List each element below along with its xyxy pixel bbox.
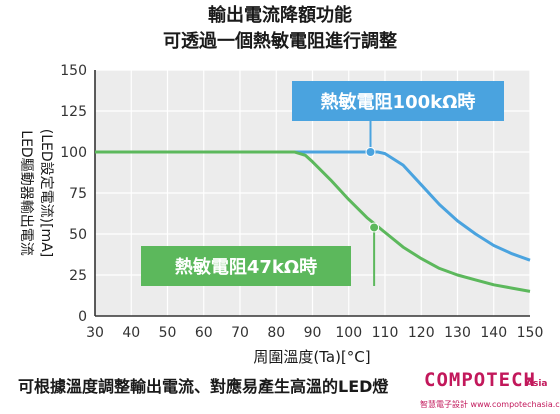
y-tick-label: 75 [69,186,87,202]
x-tick-label: 130 [444,325,471,341]
watermark-url: 智慧電子設計 www.compotechasia.com [420,400,560,409]
y-axis-label-sub: (LED設定電流)[mA] [38,129,54,258]
legend-label-1: 熱敏電阻47kΩ時 [175,256,317,278]
legend-box-1 [141,246,351,286]
bottom-caption: 可根據溫度調整輸出電流、對應易產生高溫的LED燈 [18,377,389,396]
y-tick-label: 100 [60,145,87,161]
y-tick-label: 0 [78,309,87,325]
x-tick-label: 30 [86,325,104,341]
legend-label-0: 熱敏電阻100kΩ時 [321,91,476,113]
watermark-brand: COMPOTECH [424,369,536,391]
watermark-region: Asia [526,379,548,389]
x-tick-label: 150 [517,325,544,341]
callout-dot [365,147,376,157]
tick-labels: 30 40 50 60 70 80 90 100 110 120 130 140 150 0 25 50 75 1… [60,63,543,341]
callout-dot [369,222,380,233]
x-tick-label: 140 [480,325,507,341]
x-tick-label: 40 [122,325,140,341]
y-tick-label: 150 [60,63,87,79]
series-line-0 [95,150,531,262]
chart-title-line2: 可透過一個熱敏電阻進行調整 [163,31,397,52]
y-axis-label-main: LED驅動器輸出電流 [18,130,34,255]
x-tick-label: 100 [335,325,362,341]
y-tick-label: 50 [69,227,87,243]
legend-box-0 [292,81,504,121]
x-tick-label: 110 [372,325,399,341]
chart-title-line1: 輸出電流降額功能 [208,5,352,26]
x-tick-label: 50 [159,325,177,341]
y-tick-label: 125 [60,104,87,120]
x-tick-label: 60 [195,325,213,341]
y-tick-label: 25 [69,268,87,284]
x-axis-label: 周圍溫度(Ta)[°C] [253,348,370,366]
x-tick-label: 70 [231,325,249,341]
x-tick-label: 120 [408,325,435,341]
series-lines [95,150,531,293]
x-tick-label: 90 [304,325,322,341]
series-line-1 [95,150,531,293]
watermark-logo: COMPOTECH Asia 智慧電子設計 www.compotechasia.… [420,369,560,413]
x-tick-label: 80 [267,325,285,341]
